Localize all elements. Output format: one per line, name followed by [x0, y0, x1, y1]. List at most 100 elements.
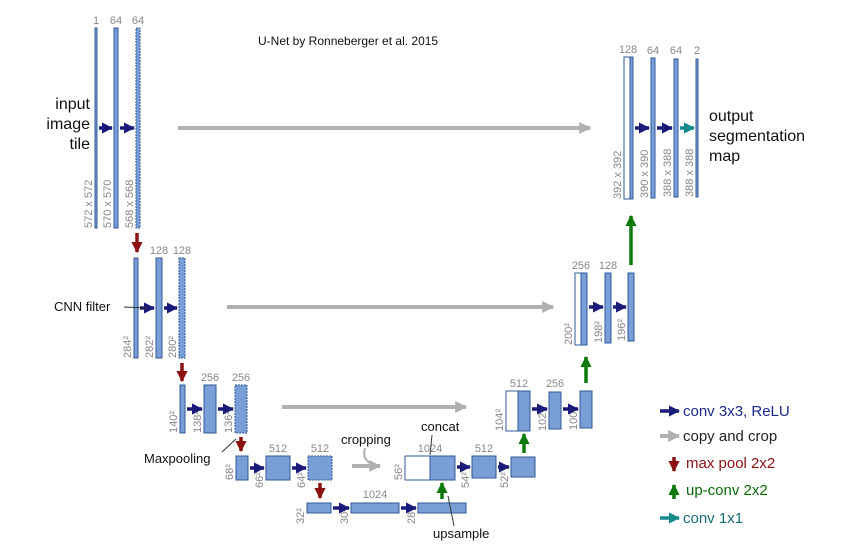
feature-map [579, 390, 593, 429]
cropped-copy-map [574, 272, 582, 346]
feature-map [673, 58, 679, 198]
dimension-label: 568 x 568 [124, 180, 136, 228]
annotation-pointer [363, 447, 371, 464]
feature-map [203, 384, 217, 434]
feature-map [113, 27, 119, 229]
dimension-label: 52² [499, 472, 511, 488]
level-1-decoder: 128 64 64 2 392 x 392 390 x 390 388 x 38… [612, 44, 700, 200]
legend-conv1x1-label: conv 1x1 [683, 510, 743, 527]
channel-label: 128 [619, 44, 637, 56]
channel-label: 256 [232, 372, 250, 384]
dimension-label: 68² [224, 464, 236, 480]
feature-map [235, 455, 249, 481]
dimension-label: 104² [494, 409, 506, 431]
input-label-line: image [46, 116, 90, 133]
legend-maxpool-label: max pool 2x2 [686, 455, 775, 472]
feature-map [179, 384, 186, 434]
channel-label: 256 [546, 378, 564, 390]
dimension-label: 196² [616, 319, 628, 341]
cropped-copy-map [623, 56, 631, 200]
dimension-label: 54² [460, 472, 472, 488]
channel-label: 512 [510, 378, 528, 390]
dimension-label: 56² [393, 464, 405, 480]
feature-map [471, 455, 497, 479]
channel-label: 64 [110, 15, 122, 27]
channel-label: 128 [173, 245, 191, 257]
dimension-label: 388 x 388 [662, 149, 674, 197]
channel-label: 128 [599, 260, 617, 272]
cropped-copy-map [404, 455, 431, 481]
channel-label: 1024 [363, 489, 387, 501]
channel-label: 1024 [418, 443, 442, 455]
feature-map [306, 502, 332, 514]
dimension-label: 66² [254, 472, 266, 488]
channel-label: 512 [311, 443, 329, 455]
dimension-label: 388 x 388 [684, 149, 696, 197]
dimension-label: 570 x 570 [102, 180, 114, 228]
channel-label: 64 [132, 15, 144, 27]
legend-conv-label: conv 3x3, ReLU [683, 403, 790, 420]
channel-label: 128 [150, 245, 168, 257]
dimension-label: 28² [406, 508, 418, 524]
feature-map [510, 456, 536, 478]
feature-map [417, 502, 467, 514]
dimension-label: 138² [192, 411, 204, 433]
feature-map [580, 272, 588, 346]
feature-map [650, 57, 656, 199]
feature-map [178, 257, 186, 359]
dimension-label: 280² [167, 336, 179, 358]
feature-map [350, 502, 400, 514]
channel-label: 512 [269, 443, 287, 455]
level-5-bottleneck: 1024 32² 30² 28² [295, 481, 467, 524]
dimension-label: 200² [563, 323, 575, 345]
level-2-encoder: 128 128 284² 282² 280² [122, 245, 555, 383]
channel-label: 2 [694, 45, 700, 57]
input-label-line: input [55, 96, 90, 113]
dimension-label: 198² [593, 321, 605, 343]
feature-map [265, 455, 291, 481]
level-2-decoder: 256 128 200² 198² 196² [563, 214, 637, 346]
level-3-decoder: 512 256 104² 102² 100² [494, 355, 593, 432]
dimension-label: 136² [223, 411, 235, 433]
maxpooling-label: Maxpooling [144, 451, 211, 466]
output-label-line: map [709, 148, 740, 165]
dimension-label: 32² [295, 508, 307, 524]
level-3-encoder: 256 256 140² 138² 136² [168, 372, 468, 453]
dimension-label: 140² [168, 411, 180, 433]
annotation-pointer [123, 306, 149, 309]
legend-copy-label: copy and crop [683, 428, 777, 445]
legend: conv 3x3, ReLU copy and crop max pool 2x… [660, 403, 790, 527]
level-4-encoder: 512 512 68² 66² 64² [224, 443, 382, 500]
channel-label: 1 [93, 15, 99, 27]
dimension-label: 284² [122, 336, 134, 358]
feature-map [548, 391, 562, 430]
output-label-line: segmentation [709, 128, 805, 145]
level-1-encoder: 1 64 64 572 x 572 570 x 570 568 x 568 [83, 15, 592, 254]
cropping-label: cropping [341, 432, 391, 447]
feature-map [155, 257, 163, 359]
feature-map [629, 56, 634, 200]
cropped-copy-map [505, 390, 519, 432]
feature-map [234, 384, 248, 434]
feature-map [627, 272, 635, 342]
feature-map [135, 27, 141, 229]
annotation-pointer [221, 438, 237, 453]
channel-label: 512 [475, 443, 493, 455]
feature-map [307, 455, 333, 481]
upsample-label: upsample [433, 526, 489, 541]
concat-label: concat [421, 419, 460, 434]
feature-map [94, 27, 98, 229]
feature-map [517, 390, 531, 432]
channel-label: 256 [201, 372, 219, 384]
dimension-label: 64² [296, 472, 308, 488]
feature-map [695, 58, 699, 198]
dimension-label: 102² [537, 409, 549, 431]
diagram-title: U-Net by Ronneberger et al. 2015 [258, 34, 438, 48]
feature-map [604, 272, 612, 344]
dimension-label: 572 x 572 [83, 180, 95, 228]
input-label-line: tile [70, 136, 91, 153]
feature-map [429, 455, 456, 481]
dimension-label: 282² [144, 336, 156, 358]
annotation-pointer [429, 434, 433, 456]
